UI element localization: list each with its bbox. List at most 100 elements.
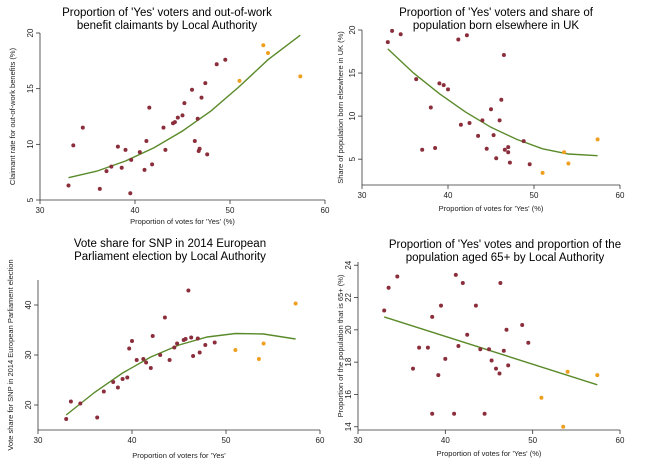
data-point bbox=[95, 415, 100, 420]
data-point bbox=[261, 43, 266, 48]
chart-title-line: Proportion of 'Yes' voters and out-of-wo… bbox=[62, 7, 272, 19]
x-tick-label: 60 bbox=[616, 436, 625, 445]
fit-line bbox=[387, 48, 598, 157]
data-point bbox=[192, 139, 197, 143]
data-point bbox=[390, 28, 395, 33]
data-point bbox=[439, 303, 443, 308]
data-point bbox=[487, 347, 491, 352]
data-point bbox=[428, 105, 433, 110]
data-point bbox=[127, 346, 132, 351]
data-point bbox=[491, 133, 496, 138]
data-point bbox=[183, 337, 188, 341]
data-point bbox=[425, 345, 430, 350]
data-point bbox=[446, 87, 450, 92]
data-point bbox=[162, 315, 167, 320]
data-point bbox=[195, 116, 200, 121]
chart-title-line: Vote share for SNP in 2014 European bbox=[74, 238, 266, 250]
chart-title-line: Parliament election by Local Authority bbox=[74, 251, 266, 263]
data-point bbox=[476, 133, 481, 138]
fit-line bbox=[68, 34, 301, 179]
data-point bbox=[506, 150, 511, 155]
data-point bbox=[411, 366, 415, 371]
data-point bbox=[203, 81, 208, 86]
data-point bbox=[385, 40, 390, 45]
data-point bbox=[150, 334, 155, 338]
data-point bbox=[521, 139, 526, 144]
data-point bbox=[195, 336, 200, 341]
chart-title-line: population born elsewhere in UK bbox=[413, 20, 580, 32]
data-point bbox=[191, 354, 196, 358]
data-point bbox=[414, 77, 419, 82]
data-point bbox=[497, 371, 502, 376]
data-point bbox=[128, 191, 133, 196]
data-point bbox=[111, 380, 116, 384]
data-point bbox=[467, 121, 472, 125]
data-point bbox=[480, 118, 485, 123]
data-point bbox=[489, 358, 494, 363]
data-point bbox=[172, 120, 177, 125]
y-tick-label: 14 bbox=[344, 422, 353, 431]
data-point bbox=[527, 162, 532, 167]
data-point bbox=[141, 357, 146, 361]
data-point bbox=[504, 327, 509, 332]
data-point bbox=[453, 272, 458, 277]
data-point bbox=[186, 288, 191, 293]
data-point bbox=[398, 32, 403, 37]
y-tick-label: 40 bbox=[24, 300, 33, 309]
data-point bbox=[104, 169, 109, 174]
x-axis-label: Proportion of votes for 'Yes' (%) bbox=[437, 449, 542, 458]
data-point bbox=[182, 101, 187, 106]
data-point bbox=[175, 115, 180, 120]
x-tick-label: 40 bbox=[128, 436, 137, 445]
y-tick-label: 5 bbox=[26, 197, 35, 202]
data-point bbox=[261, 341, 266, 346]
data-point bbox=[506, 145, 511, 150]
data-point bbox=[460, 281, 465, 285]
data-point bbox=[66, 183, 71, 188]
data-point bbox=[417, 345, 422, 350]
chart-panel-2: Proportion of 'Yes' voters and share ofp… bbox=[336, 7, 625, 213]
data-point bbox=[433, 146, 438, 150]
x-tick-label: 40 bbox=[131, 206, 140, 215]
chart-panel-3: Vote share for SNP in 2014 EuropeanParli… bbox=[6, 238, 325, 460]
data-point bbox=[134, 358, 139, 362]
data-point bbox=[80, 125, 85, 130]
data-point bbox=[430, 314, 435, 319]
data-point bbox=[494, 366, 498, 371]
data-point bbox=[203, 343, 208, 347]
data-point bbox=[199, 95, 204, 100]
data-point bbox=[197, 350, 202, 355]
x-tick-label: 30 bbox=[34, 436, 43, 445]
data-point bbox=[382, 308, 387, 313]
chart-panel-1: Proportion of 'Yes' voters and out-of-wo… bbox=[8, 7, 330, 226]
data-point bbox=[473, 303, 478, 308]
y-tick-label: 16 bbox=[344, 389, 353, 398]
data-point bbox=[484, 146, 489, 151]
data-point bbox=[125, 375, 130, 380]
fit-line bbox=[383, 316, 598, 386]
data-point bbox=[115, 385, 120, 390]
y-tick-label: 18 bbox=[344, 357, 353, 366]
data-point bbox=[64, 417, 69, 421]
data-point bbox=[150, 162, 155, 167]
data-point bbox=[478, 347, 483, 352]
chart-title-line: Proportion of 'Yes' votes and proportion… bbox=[389, 239, 621, 251]
y-axis-label: Claimant rate for out-of-work benefits (… bbox=[8, 47, 17, 185]
y-axis-label: Vote share for SNP in 2014 European Parl… bbox=[6, 259, 15, 450]
chart-title-line: benefit claimants by Local Authority bbox=[77, 20, 258, 32]
chart-panel-4: Proportion of 'Yes' votes and proportion… bbox=[336, 239, 625, 458]
data-point bbox=[465, 332, 470, 337]
data-point bbox=[158, 353, 163, 357]
data-point bbox=[129, 157, 134, 162]
data-point bbox=[161, 125, 166, 130]
data-point bbox=[456, 37, 461, 42]
data-point bbox=[452, 411, 457, 416]
data-point bbox=[68, 399, 73, 404]
y-axis-label: Proportion of the population that is 65+… bbox=[336, 274, 345, 417]
data-point bbox=[526, 340, 531, 345]
data-point bbox=[501, 348, 506, 353]
y-tick-label: 24 bbox=[344, 260, 353, 269]
x-tick-label: 40 bbox=[441, 436, 450, 445]
fit-line bbox=[65, 332, 296, 416]
